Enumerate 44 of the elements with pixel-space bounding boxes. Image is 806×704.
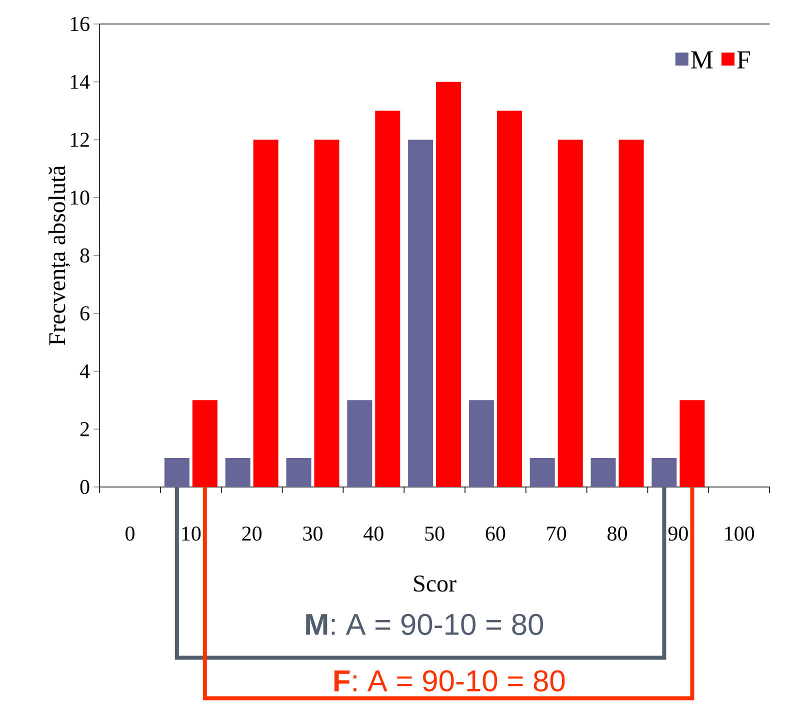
x-axis-title: Scor [414,576,456,592]
bar [468,400,494,487]
x-tick-label: 70 [547,526,566,541]
x-tick-label: 40 [364,526,384,541]
bar [530,458,555,487]
bar [286,458,312,487]
x-tick-label: 10 [182,526,201,541]
y-tick-label: 4 [80,364,90,378]
x-tick-label: 60 [486,526,506,541]
x-tick-label: 0 [126,526,134,541]
x-tick-label: 20 [242,526,262,541]
bar [590,458,616,487]
x-tick-label: 80 [608,526,627,541]
bar [408,140,434,487]
text: F: A = 90-10 = 80 [334,670,565,692]
x-tick-label: 30 [303,526,322,541]
y-tick-label: 0 [80,480,90,494]
bar [558,140,583,487]
bar [192,400,218,487]
bar [314,140,340,487]
bar [225,458,250,487]
legend-label: F [737,51,750,68]
y-tick-label: 10 [70,190,90,205]
y-tick-label: 16 [70,16,90,32]
bar [375,110,400,487]
bar [347,400,372,487]
y-tick-label: 6 [80,306,90,320]
y-tick-label: 8 [80,248,90,263]
text: M: A = 90-10 = 80 [306,614,544,636]
y-tick-label: 12 [70,132,89,147]
legend-label: M [691,51,713,68]
y-axis-title: Frecvența absolută [48,166,70,346]
bar [652,458,677,487]
x-tick-label: 50 [425,526,444,541]
y-tick-label: 14 [70,74,90,89]
bar [618,140,644,487]
bar [680,400,705,487]
x-tick-label: 100 [725,526,754,541]
bar [496,110,522,487]
bar [253,140,278,487]
x-tick-label: 90 [668,526,688,541]
bar [164,458,190,487]
y-tick-label: 2 [80,422,89,436]
bar [436,82,462,487]
